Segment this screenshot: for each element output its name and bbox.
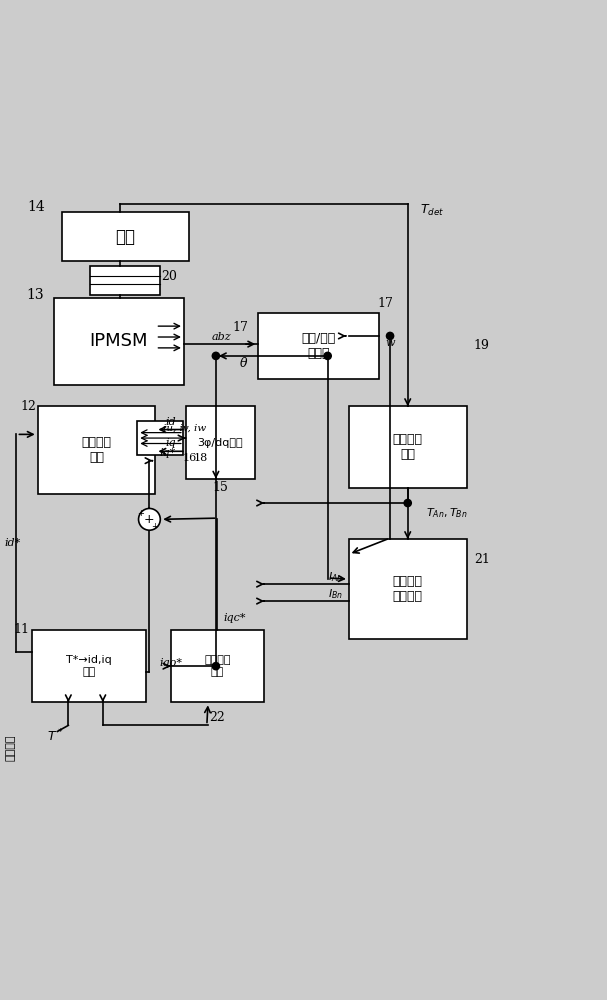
Text: 负载: 负载 — [115, 228, 135, 246]
Text: +: + — [144, 513, 155, 526]
Text: +: + — [138, 509, 144, 518]
Text: 20: 20 — [161, 270, 177, 283]
Text: iqc*: iqc* — [223, 613, 246, 623]
Text: id: id — [165, 417, 176, 427]
Text: iq: iq — [165, 438, 176, 448]
Bar — [349, 406, 467, 488]
Text: 16: 16 — [183, 453, 197, 463]
Text: 扭矩波动
提取: 扭矩波动 提取 — [393, 433, 422, 461]
Bar — [62, 212, 189, 261]
Text: T*→id,iq
转换: T*→id,iq 转换 — [66, 655, 112, 677]
Text: 相位/速度
检测器: 相位/速度 检测器 — [302, 332, 336, 360]
Text: w: w — [385, 338, 395, 348]
Bar — [137, 421, 183, 455]
Text: $T^*$: $T^*$ — [47, 728, 63, 745]
Text: $I_{Bn}$: $I_{Bn}$ — [328, 587, 343, 601]
Circle shape — [404, 499, 412, 507]
Text: $T_{det}$: $T_{det}$ — [420, 202, 444, 218]
Bar — [171, 630, 264, 702]
Text: 12: 12 — [21, 400, 36, 413]
Text: IPMSM: IPMSM — [90, 332, 148, 350]
Text: 19: 19 — [474, 339, 490, 352]
Text: 3φ/dq变换: 3φ/dq变换 — [198, 438, 243, 448]
Text: 11: 11 — [13, 623, 29, 636]
Text: abz: abz — [211, 332, 231, 342]
Text: 21: 21 — [474, 553, 490, 566]
Circle shape — [138, 508, 160, 530]
Text: 补偿电流
生成: 补偿电流 生成 — [204, 655, 231, 677]
Bar — [32, 630, 146, 702]
Text: θ: θ — [239, 357, 247, 370]
Text: 15: 15 — [212, 481, 228, 494]
Text: 扭矩基准: 扭矩基准 — [5, 734, 15, 761]
Text: $T_{An},T_{Bn}$: $T_{An},T_{Bn}$ — [426, 507, 468, 520]
Text: 18: 18 — [194, 453, 208, 463]
Text: 13: 13 — [27, 288, 44, 302]
Circle shape — [324, 352, 331, 360]
Bar — [54, 298, 184, 385]
Text: 电流矢量
控制: 电流矢量 控制 — [81, 436, 112, 464]
Text: 22: 22 — [209, 711, 225, 724]
Bar — [38, 406, 155, 494]
Circle shape — [212, 352, 220, 360]
Text: 扭矩波动
抑制控制: 扭矩波动 抑制控制 — [393, 575, 422, 603]
Text: 17: 17 — [377, 297, 393, 310]
Circle shape — [387, 332, 394, 340]
Text: 17: 17 — [232, 321, 248, 334]
Bar — [186, 406, 255, 479]
Text: id*: id* — [4, 538, 21, 548]
Text: 14: 14 — [27, 200, 46, 214]
Bar — [258, 313, 379, 379]
Bar — [349, 539, 467, 639]
Text: +: + — [151, 522, 158, 531]
Text: iqo*: iqo* — [159, 658, 182, 668]
Text: iu, iv, iw: iu, iv, iw — [163, 424, 206, 433]
Circle shape — [212, 663, 220, 670]
Bar — [90, 266, 160, 295]
Text: $I_{An}$: $I_{An}$ — [328, 570, 343, 584]
Text: iq*: iq* — [160, 448, 175, 458]
